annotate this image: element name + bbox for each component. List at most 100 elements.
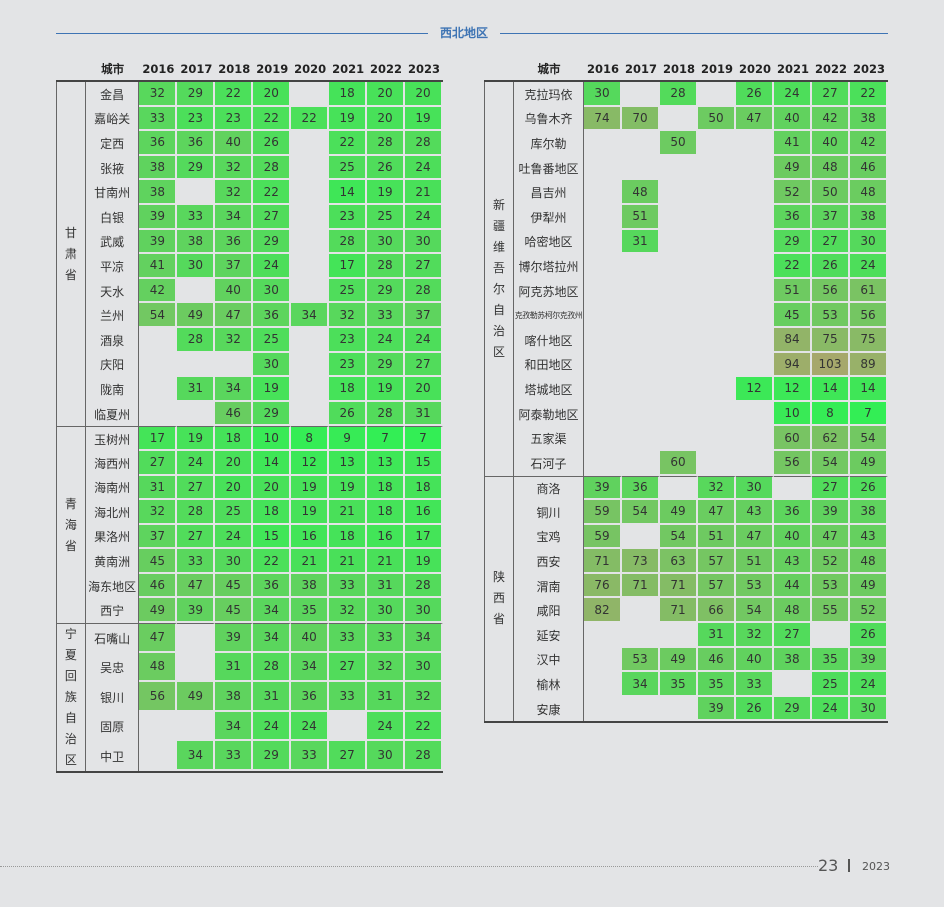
value-cell-2016 (584, 303, 622, 328)
value-cell-2019: 19 (253, 377, 292, 402)
value-cell-2020 (736, 352, 774, 378)
value-cell-2019: 66 (698, 598, 736, 624)
value-cell-2023: 30 (405, 652, 443, 683)
value-cell-2018: 28 (660, 82, 698, 107)
value-cell-2020: 35 (291, 598, 330, 624)
value-cell-2021: 84 (774, 327, 812, 353)
value-cell-2018 (660, 204, 698, 230)
city-name: 武威 (86, 229, 140, 255)
value-cell-2018 (660, 155, 698, 181)
value-cell-2021: 49 (774, 155, 812, 181)
city-name: 西宁 (86, 598, 140, 624)
table-row: 平凉 41 30 37 24 17 28 27 (56, 254, 443, 279)
value-cell-2019: 30 (253, 352, 292, 378)
value-cell-2016 (584, 180, 622, 205)
value-cell-2021: 36 (774, 204, 812, 230)
value-cell-2023: 30 (405, 598, 443, 624)
value-cell-2017 (177, 652, 216, 683)
value-cell-2021: 23 (329, 204, 368, 230)
value-cell-2018: 32 (215, 327, 254, 353)
value-cell-2017 (177, 278, 216, 304)
value-cell-2021: 14 (329, 180, 368, 205)
value-cell-2023: 26 (850, 475, 888, 501)
value-cell-2022: 28 (367, 401, 405, 427)
value-cell-2020 (291, 254, 330, 279)
value-cell-2020: 34 (291, 652, 330, 683)
value-cell-2018 (660, 401, 698, 427)
province-char: 宁 (64, 627, 77, 642)
city-name: 庆阳 (86, 352, 140, 378)
table-row: 榆林 34 35 35 33 25 24 (484, 672, 888, 697)
table-row: 银川 56 49 38 31 36 33 31 32 (56, 682, 443, 712)
province-label: 陕西省 (484, 475, 514, 722)
header-city: 城市 (85, 58, 140, 82)
value-cell-2022: 62 (812, 426, 850, 451)
value-cell-2021: 29 (774, 696, 812, 722)
value-cell-2022: 30 (367, 229, 405, 255)
province-char: 省 (64, 267, 77, 282)
value-cell-2019: 36 (253, 573, 292, 599)
value-cell-2020: 19 (291, 475, 330, 501)
value-cell-2018: 20 (215, 450, 254, 476)
value-cell-2021: 48 (774, 598, 812, 624)
value-cell-2023: 48 (850, 549, 888, 574)
value-cell-2019: 26 (253, 131, 292, 156)
value-cell-2016: 27 (139, 450, 178, 476)
value-cell-2023: 31 (405, 401, 443, 427)
value-cell-2017 (622, 426, 660, 451)
value-cell-2022: 20 (367, 82, 405, 107)
value-cell-2018 (660, 696, 698, 722)
value-cell-2018 (660, 303, 698, 328)
province-char: 回 (64, 669, 77, 684)
table-row: 伊犁州 51 36 37 38 (484, 204, 888, 230)
value-cell-2023: 18 (405, 475, 443, 501)
value-cell-2023: 49 (850, 450, 888, 476)
value-cell-2020: 21 (291, 549, 330, 574)
value-cell-2018: 20 (215, 475, 254, 501)
value-cell-2022: 24 (812, 696, 850, 722)
value-cell-2017: 36 (622, 475, 660, 501)
value-cell-2023: 38 (850, 500, 888, 525)
value-cell-2021: 27 (774, 623, 812, 648)
value-cell-2018: 35 (660, 672, 698, 697)
value-cell-2017: 47 (177, 573, 216, 599)
value-cell-2023: 27 (405, 352, 443, 378)
header-year-2017: 2017 (177, 58, 216, 82)
value-cell-2018 (660, 278, 698, 304)
city-name: 博尔塔拉州 (514, 254, 584, 279)
value-cell-2023: 22 (405, 711, 443, 742)
value-cell-2021: 94 (774, 352, 812, 378)
value-cell-2020 (291, 204, 330, 230)
table-row: 海东地区 46 47 45 36 38 33 31 28 (56, 573, 443, 599)
city-name: 渭南 (514, 573, 584, 599)
value-cell-2021: 21 (329, 549, 368, 574)
value-cell-2020 (291, 352, 330, 378)
value-cell-2016: 76 (584, 573, 622, 599)
value-cell-2016: 56 (139, 682, 178, 712)
value-cell-2021: 19 (329, 106, 368, 132)
value-cell-2019: 22 (253, 106, 292, 132)
value-cell-2017: 49 (177, 682, 216, 712)
table-row: 喀什地区 84 75 75 (484, 327, 888, 353)
header-year-2016: 2016 (139, 58, 178, 82)
value-cell-2018 (660, 180, 698, 205)
table-row: 塔城地区 12 12 14 14 (484, 377, 888, 402)
value-cell-2023: 49 (850, 573, 888, 599)
header-year-2023: 2023 (405, 58, 443, 82)
province-char: 夏 (64, 648, 77, 663)
table-row: 和田地区 94 103 89 (484, 352, 888, 378)
value-cell-2023: 46 (850, 155, 888, 181)
table-row: 嘉峪关 33 23 23 22 22 19 20 19 (56, 106, 443, 132)
value-cell-2016 (584, 155, 622, 181)
value-cell-2021: 24 (774, 82, 812, 107)
city-name: 黄南洲 (86, 549, 140, 574)
value-cell-2021: 32 (329, 303, 368, 328)
value-cell-2022: 28 (367, 254, 405, 279)
value-cell-2022: 31 (367, 573, 405, 599)
value-cell-2023: 38 (850, 106, 888, 132)
table-row: 昌吉州 48 52 50 48 (484, 180, 888, 205)
value-cell-2017: 31 (622, 229, 660, 255)
header-year-2019: 2019 (253, 58, 292, 82)
value-cell-2021: 38 (774, 647, 812, 673)
value-cell-2017 (622, 352, 660, 378)
